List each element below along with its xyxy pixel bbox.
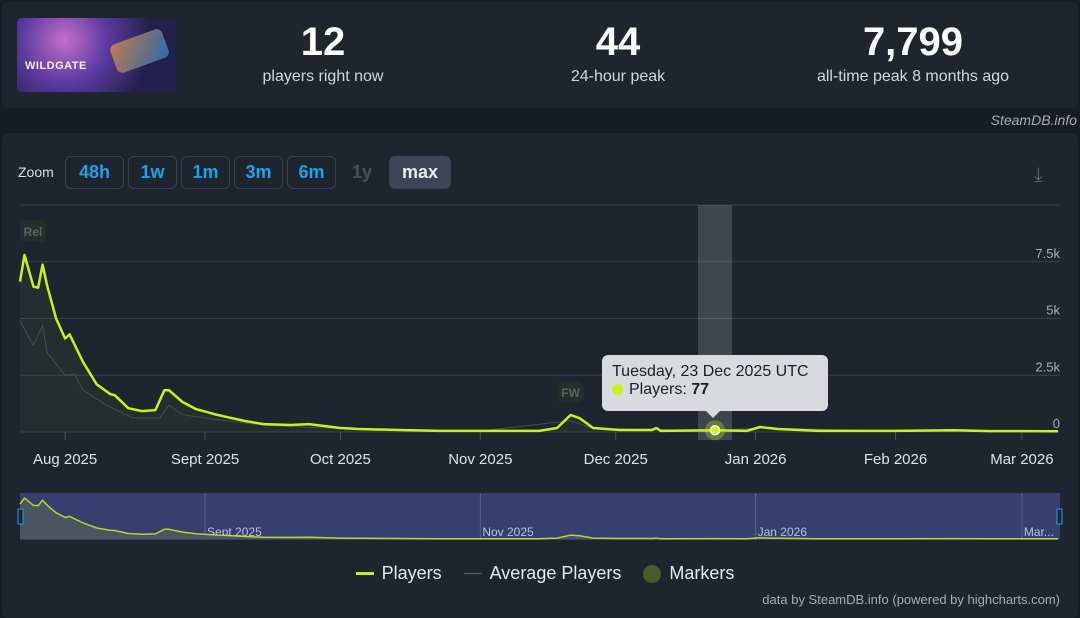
navigator-tick-label: Jan 2026 [758, 525, 808, 539]
zoom-6m-button[interactable]: 6m [287, 156, 336, 189]
x-tick-label: Mar 2026 [990, 451, 1053, 468]
navigator-line [19, 497, 1058, 540]
navigator-handle-right[interactable] [1056, 508, 1063, 525]
zoom-3m-button[interactable]: 3m [234, 156, 283, 189]
navigator-tick-label: Mar... [1024, 525, 1054, 539]
y-tick-label: 0 [1053, 416, 1060, 431]
x-tick-label: Feb 2026 [864, 451, 927, 468]
game-cover-image[interactable]: WILDGATE [17, 18, 176, 92]
legend-players[interactable]: Players [355, 563, 442, 584]
highcharts-credit[interactable]: data by SteamDB.info (powered by highcha… [762, 592, 1060, 607]
legend-label: Markers [669, 563, 735, 583]
zoom-1y-button: 1y [340, 156, 384, 189]
zoom-1w-button[interactable]: 1w [128, 156, 177, 189]
stat-value: 44 [595, 20, 641, 64]
y-tick-label: 2.5k [1035, 359, 1060, 374]
circle-icon [643, 564, 662, 583]
y-tick-label: 5k [1046, 303, 1060, 318]
x-tick-label: Oct 2025 [310, 451, 371, 468]
x-tick-label: Jan 2026 [725, 451, 787, 468]
navigator-tick-label: Nov 2025 [482, 525, 534, 539]
players-dot-icon [612, 384, 623, 395]
stat-all-time-peak: 7,799 all-time peak 8 months ago [793, 20, 1033, 86]
stat-current-players: 12 players right now [243, 20, 403, 86]
navigator-selection [20, 493, 1060, 540]
legend-markers[interactable]: Markers [643, 563, 734, 584]
tooltip-series: Players: [629, 381, 687, 398]
stats-header [2, 2, 1078, 108]
tooltip-date: Tuesday, 23 Dec 2025 UTC [612, 363, 809, 380]
legend-average-players[interactable]: Average Players [463, 563, 622, 584]
zoom-max-button[interactable]: max [389, 156, 451, 189]
navigator-area [20, 498, 1058, 539]
y-tick-label: 7.5k [1035, 246, 1060, 261]
x-tick-label: Dec 2025 [584, 451, 648, 468]
steamdb-credit[interactable]: SteamDB.info [990, 112, 1077, 128]
x-tick-label: Sept 2025 [171, 451, 239, 468]
line-icon [463, 573, 482, 574]
stat-24h-peak: 44 24-hour peak [538, 20, 698, 86]
tooltip-value: 77 [691, 381, 710, 398]
legend-label: Players [381, 563, 442, 583]
x-tick-label: Nov 2025 [448, 451, 512, 468]
download-icon[interactable]: ⤓ [1034, 164, 1043, 186]
hover-point [709, 425, 721, 436]
stat-value: 7,799 [862, 20, 964, 64]
tooltip: Tuesday, 23 Dec 2025 UTC Players: 77 [602, 355, 828, 418]
zoom-1m-button[interactable]: 1m [181, 156, 230, 189]
marker-label: Rel [24, 225, 43, 239]
legend: Players Average Players Markers [0, 563, 1080, 584]
players-area [20, 255, 1058, 432]
zoom-label: Zoom [18, 164, 54, 180]
stat-label: all-time peak 8 months ago [816, 68, 1010, 85]
marker-badge [20, 220, 46, 242]
stat-label: players right now [262, 68, 384, 85]
line-icon [355, 572, 374, 575]
x-tick-label: Aug 2025 [33, 451, 97, 468]
marker-badge [557, 381, 584, 403]
stat-label: 24-hour peak [570, 68, 666, 85]
zoom-48h-button[interactable]: 48h [65, 156, 124, 189]
legend-label: Average Players [489, 563, 622, 583]
stat-value: 12 [300, 20, 346, 64]
marker-label: FW [561, 386, 580, 400]
game-logo: WILDGATE [25, 60, 87, 72]
navigator-handle-left[interactable] [17, 508, 24, 525]
